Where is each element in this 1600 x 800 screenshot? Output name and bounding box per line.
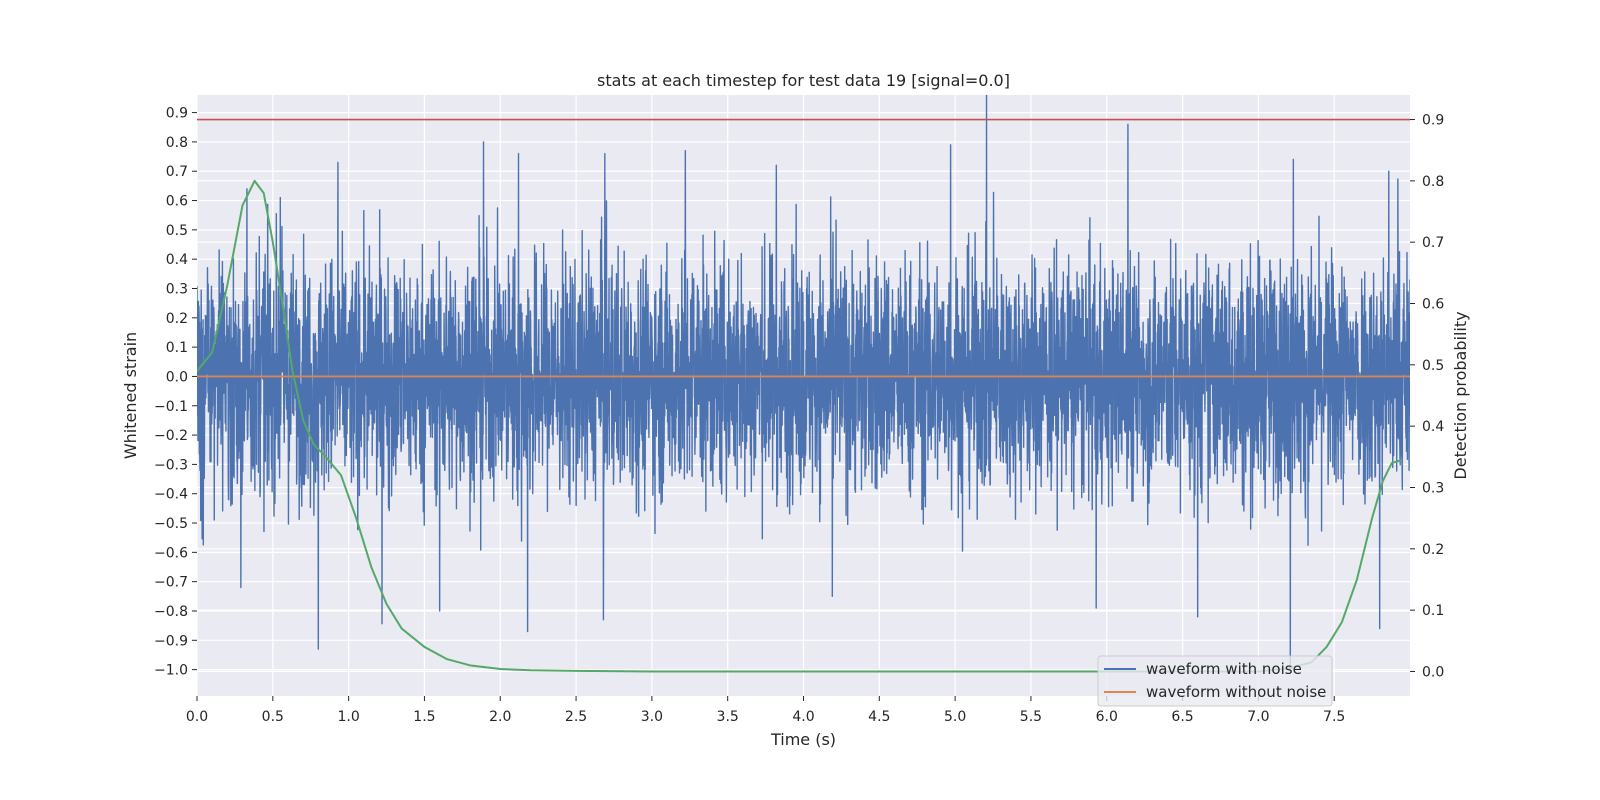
y-tick-label: −0.5 — [154, 516, 188, 532]
y-tick-label: −0.7 — [154, 575, 188, 591]
x-tick-label: 4.0 — [792, 709, 814, 725]
legend-box — [1097, 655, 1333, 707]
y-tick-label: 0.5 — [166, 223, 188, 239]
y2-axis-label: Detection probability — [1451, 311, 1470, 479]
x-tick-label: 1.5 — [413, 709, 435, 725]
y2-tick-label: 0.6 — [1422, 297, 1444, 313]
x-tick-label: 2.0 — [489, 709, 511, 725]
y-tick-label: 0.8 — [166, 135, 188, 151]
y2-tick-label: 0.0 — [1422, 664, 1444, 680]
y2-tick-label: 0.2 — [1422, 542, 1444, 558]
y-tick-label: −0.4 — [154, 487, 188, 503]
y2-tick-label: 0.1 — [1422, 603, 1444, 619]
x-tick-label: 3.0 — [641, 709, 663, 725]
chart-title: stats at each timestep for test data 19 … — [597, 71, 1010, 90]
y-tick-label: 0.3 — [166, 281, 188, 297]
y-tick-label: −0.6 — [154, 545, 188, 561]
y-tick-label: −1.0 — [154, 663, 188, 679]
y2-tick-label: 0.3 — [1422, 480, 1444, 496]
y-tick-label: −0.8 — [154, 604, 188, 620]
x-tick-label: 2.5 — [565, 709, 587, 725]
x-tick-label: 7.5 — [1323, 709, 1345, 725]
x-tick-label: 5.0 — [944, 709, 966, 725]
y-tick-label: 0.6 — [166, 194, 188, 210]
series-waveform-with-noise — [197, 95, 1410, 668]
legend-label-waveform-without-noise: waveform without noise — [1146, 683, 1326, 701]
x-tick-label: 6.0 — [1096, 709, 1118, 725]
y-tick-label: −0.2 — [154, 428, 188, 444]
y-tick-label: 0.0 — [166, 369, 188, 385]
y-tick-label: 0.4 — [166, 252, 188, 268]
y-tick-label: 0.2 — [166, 311, 188, 327]
x-tick-label: 3.5 — [717, 709, 739, 725]
y2-tick-label: 0.9 — [1422, 113, 1444, 129]
y2-tick-label: 0.4 — [1422, 419, 1444, 435]
y-axis-label: Whitened strain — [121, 332, 140, 459]
y2-tick-label: 0.5 — [1422, 358, 1444, 374]
y-tick-label: −0.9 — [154, 633, 188, 649]
x-tick-label: 7.0 — [1247, 709, 1269, 725]
x-tick-label: 4.5 — [868, 709, 890, 725]
series-detection-probability — [197, 179, 1403, 673]
x-tick-label: 1.0 — [337, 709, 359, 725]
legend: waveform with noise waveform without noi… — [1097, 655, 1333, 707]
x-tick-label: 0.0 — [186, 709, 208, 725]
y-tick-label: −0.1 — [154, 399, 188, 415]
y-tick-label: 0.7 — [166, 164, 188, 180]
y2-tick-label: 0.8 — [1422, 174, 1444, 190]
y2-tick-label: 0.7 — [1422, 235, 1444, 251]
legend-label-waveform-with-noise: waveform with noise — [1146, 660, 1302, 678]
series-layer — [197, 95, 1410, 673]
y-tick-label: 0.1 — [166, 340, 188, 356]
y-tick-label: 0.9 — [166, 106, 188, 122]
x-tick-label: 0.5 — [262, 709, 284, 725]
x-tick-label: 6.5 — [1171, 709, 1193, 725]
y-tick-label: −0.3 — [154, 457, 188, 473]
x-axis-label: Time (s) — [770, 730, 836, 749]
ticks: 0.0 0.5 1.0 1.5 2.0 2.5 3.0 3.5 4.0 4.5 5.0 5.5 6.0 6… — [154, 106, 1444, 725]
x-tick-label: 5.5 — [1020, 709, 1042, 725]
